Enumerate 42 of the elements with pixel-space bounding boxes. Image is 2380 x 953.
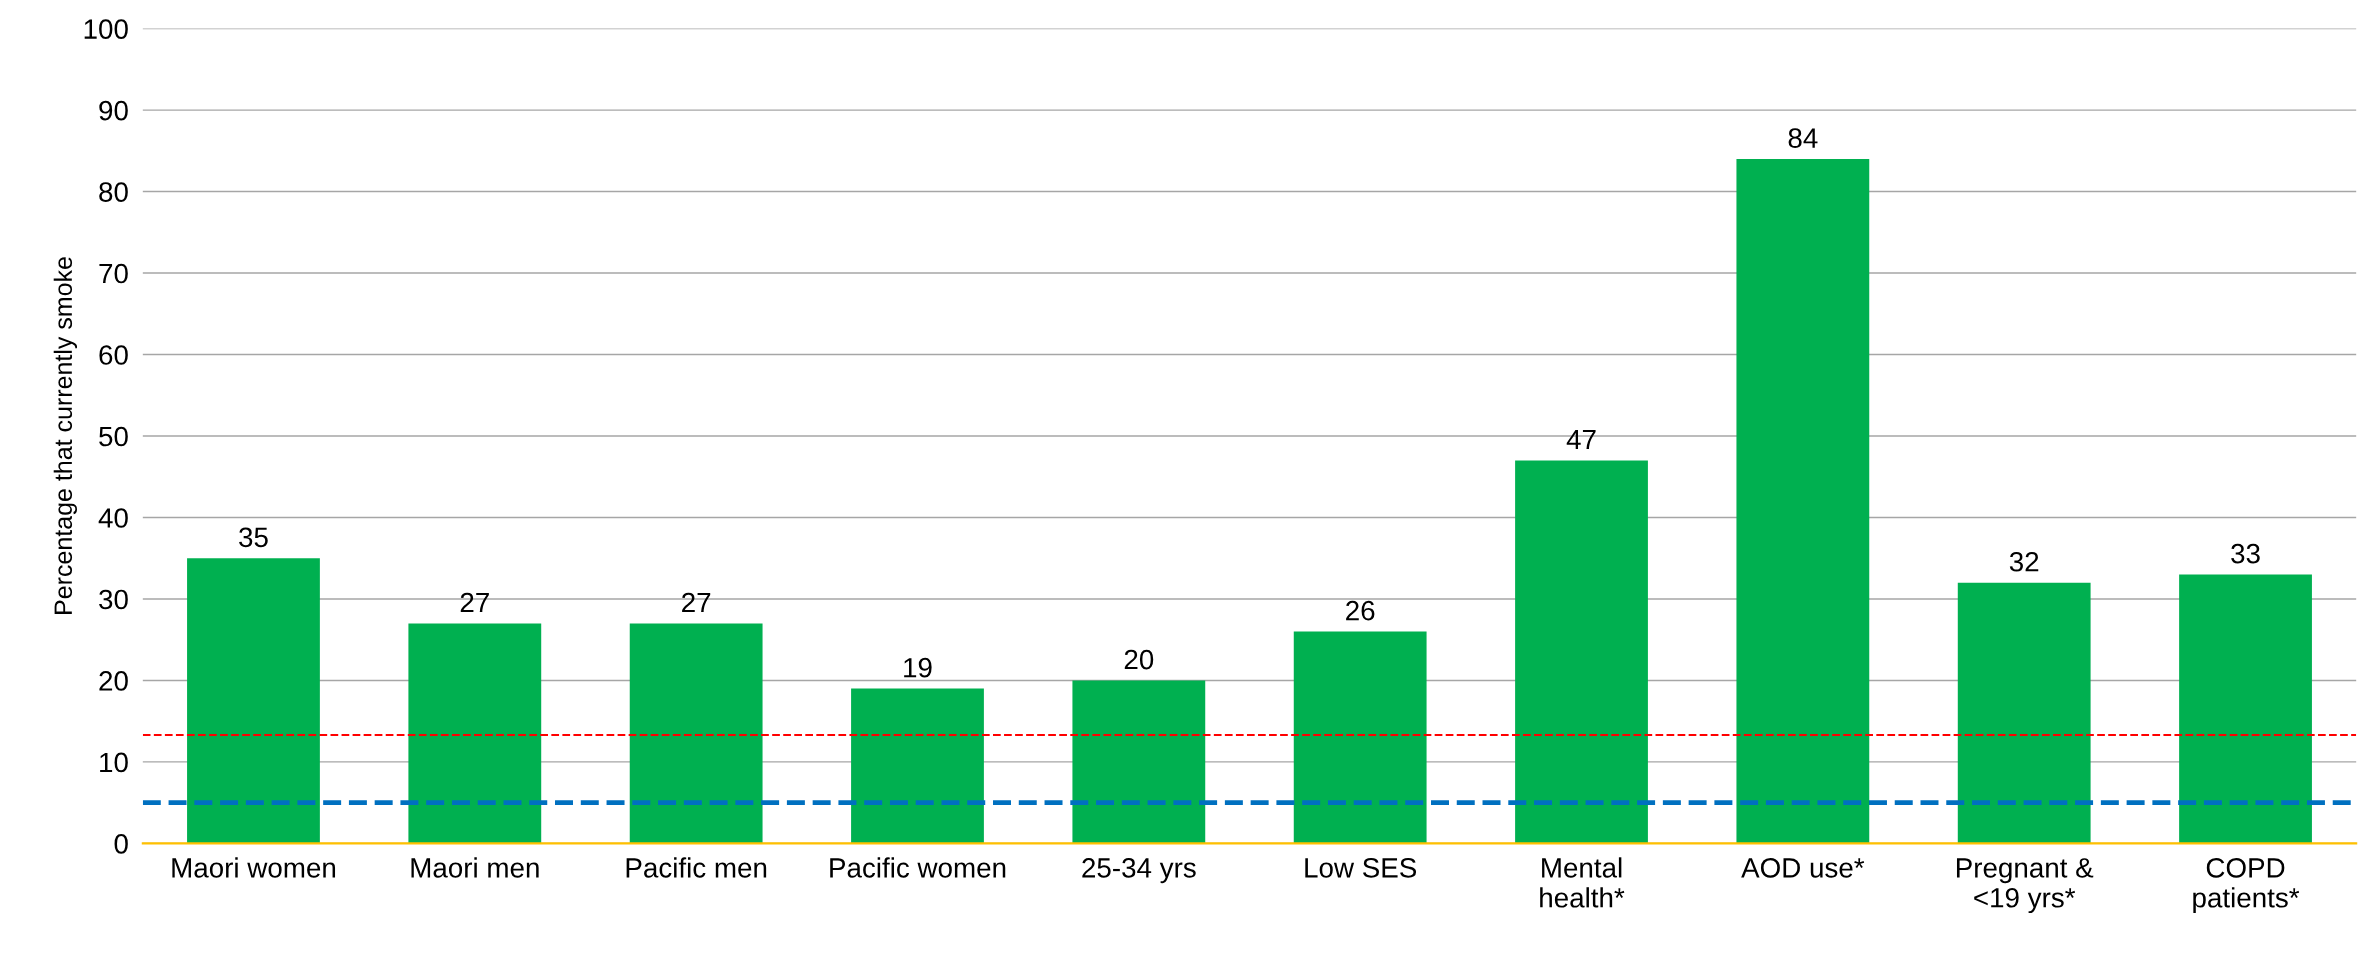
data-label: 19	[904, 657, 932, 678]
y-tick-label: 100	[84, 19, 128, 39]
x-tick-label: Pregnant & <19 yrs*	[1956, 858, 2094, 914]
bar	[1736, 158, 1870, 844]
y-tick-label: 60	[99, 345, 128, 365]
y-tick-label: 50	[99, 426, 128, 447]
y-tick-label: 20	[99, 671, 128, 691]
bar	[1957, 582, 2091, 844]
x-tick-label: COPD patients*	[2193, 858, 2300, 914]
bar	[1515, 460, 1648, 844]
x-tick-label: Low SES	[1305, 858, 1417, 878]
x-tick-label: 25-34 yrs	[1082, 858, 1196, 884]
x-tick-label: Maori women	[172, 857, 336, 878]
y-tick-label: 90	[99, 100, 128, 121]
x-tick-label: Pacific men	[626, 857, 767, 878]
bar	[629, 623, 763, 844]
data-label: 20	[1124, 649, 1154, 670]
data-label: 27	[682, 592, 711, 613]
y-tick-label: 0	[114, 834, 128, 854]
x-tick-label: AOD use*	[1741, 858, 1865, 878]
bar	[2179, 574, 2312, 844]
data-label: 47	[1566, 430, 1596, 450]
y-tick-label: 10	[100, 752, 128, 773]
y-tick-label: 40	[98, 508, 128, 528]
bar	[408, 623, 542, 844]
data-label: 33	[2231, 543, 2260, 564]
data-label: 35	[239, 527, 268, 548]
y-axis-title: Percentage that currently smoke	[53, 257, 78, 614]
bar	[1293, 631, 1427, 844]
data-label: 26	[1346, 600, 1375, 621]
y-tick-label: 70	[99, 263, 128, 284]
y-tick-label: 30	[99, 589, 128, 610]
x-tick-label: Pacific women	[830, 857, 1006, 878]
x-tick-label: Mental health*	[1540, 857, 1625, 908]
bar	[851, 688, 984, 844]
data-label: 32	[2009, 551, 2039, 572]
data-label: 84	[1788, 128, 1818, 148]
x-tick-label: Maori men	[411, 857, 539, 878]
y-tick-label: 80	[99, 182, 128, 202]
bar	[187, 558, 320, 844]
data-label: 27	[460, 592, 489, 613]
bar	[1072, 680, 1206, 844]
